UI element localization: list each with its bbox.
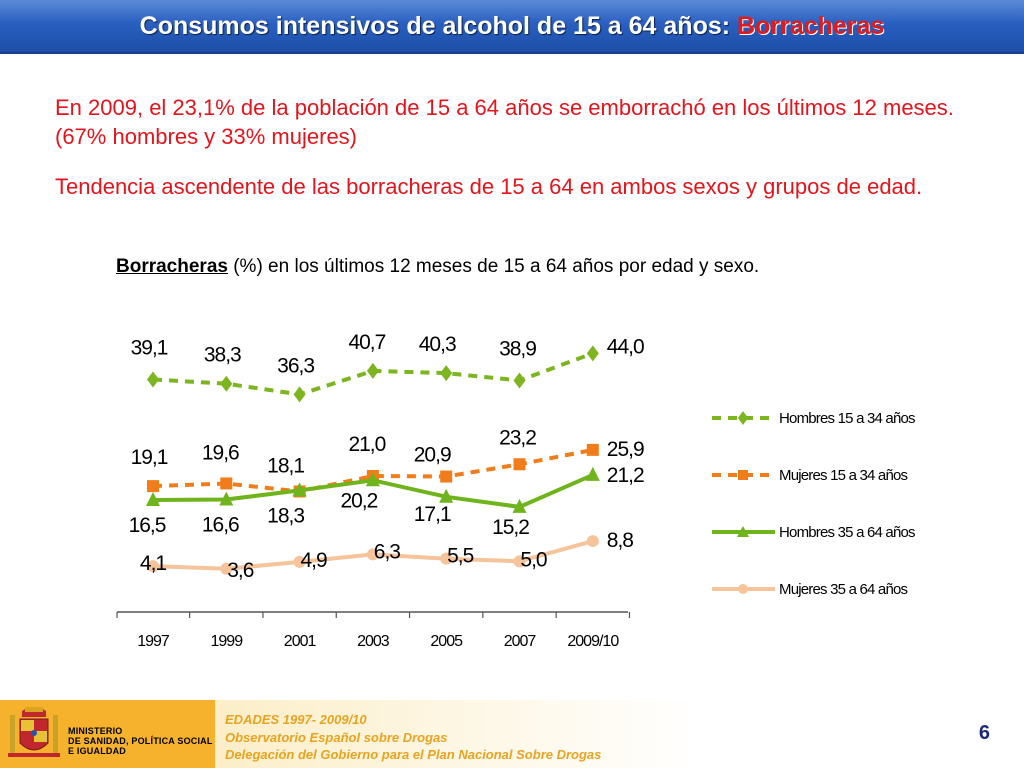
data-label-hombres-15-34: 36,3 — [277, 354, 314, 377]
data-point-hombres-35-64 — [292, 482, 307, 497]
data-point-mujeres-35-64 — [440, 552, 453, 565]
footer-delegation: Delegación del Gobierno para el Plan Nac… — [225, 747, 602, 762]
data-label-mujeres-35-64: 3,6 — [227, 559, 254, 582]
page-number: 6 — [978, 722, 990, 744]
legend-marker-mujeres-35-64 — [738, 584, 748, 594]
data-point-mujeres-35-64 — [293, 555, 306, 568]
data-point-mujeres-35-64 — [586, 535, 599, 548]
footer-band: EDADES 1997- 2009/10 Observatorio Españo… — [215, 700, 1024, 768]
data-point-hombres-15-34 — [440, 365, 453, 382]
data-label-hombres-35-64: 17,1 — [414, 503, 451, 526]
data-point-mujeres-35-64 — [147, 560, 159, 573]
data-point-hombres-15-34 — [586, 345, 599, 362]
data-label-hombres-35-64: 15,2 — [492, 516, 529, 539]
data-point-hombres-35-64 — [146, 492, 160, 506]
bullet-text-2: Tendencia ascendente de las borracheras … — [55, 174, 923, 199]
data-label-mujeres-35-64: 4,1 — [140, 552, 167, 575]
data-label-hombres-15-34: 40,3 — [419, 333, 456, 356]
legend-label-hombres-35-64: Hombres 35 a 64 años — [779, 524, 915, 541]
data-label-hombres-35-64: 21,2 — [607, 464, 644, 487]
chart-caption-strong: Borracheras — [116, 256, 228, 277]
data-point-hombres-35-64 — [365, 472, 380, 487]
footer-observatory: Observatorio Español sobre Drogas — [225, 730, 448, 745]
data-point-mujeres-15-34 — [586, 443, 599, 456]
data-point-mujeres-35-64 — [220, 562, 233, 575]
legend-marker-mujeres-15-34 — [738, 470, 748, 480]
data-point-hombres-15-34 — [147, 371, 159, 388]
legend-marker-hombres-35-64 — [737, 526, 749, 537]
data-label-mujeres-35-64: 6,3 — [374, 540, 401, 563]
bullet-text-1: En 2009, el 23,1% de la población de 15 … — [55, 95, 954, 149]
data-label-mujeres-35-64: 5,5 — [447, 545, 474, 568]
data-label-hombres-15-34: 38,3 — [204, 344, 241, 367]
data-label-hombres-35-64: 16,6 — [202, 513, 239, 536]
data-label-mujeres-35-64: 8,8 — [607, 529, 634, 552]
ministry-line-1: MINISTERIO — [68, 726, 123, 736]
data-label-mujeres-15-34: 19,6 — [202, 441, 239, 464]
data-label-mujeres-15-34: 25,9 — [607, 438, 644, 461]
x-tick-label: 2009/10 — [567, 633, 619, 650]
footer-survey: EDADES 1997- 2009/10 — [225, 712, 367, 727]
data-label-hombres-35-64: 16,5 — [129, 514, 166, 537]
data-point-hombres-35-64 — [439, 488, 454, 503]
legend-label-mujeres-15-34: Mujeres 15 a 34 años — [779, 467, 908, 484]
data-label-hombres-15-34: 39,1 — [131, 336, 168, 359]
ministry-logo: MINISTERIO DE SANIDAD, POLÍTICA SOCIAL E… — [0, 700, 215, 768]
data-label-mujeres-15-34: 20,9 — [414, 444, 451, 467]
data-label-hombres-15-34: 40,7 — [348, 331, 385, 354]
data-point-hombres-35-64 — [512, 498, 527, 513]
data-label-hombres-35-64: 20,2 — [340, 489, 377, 512]
data-label-mujeres-15-34: 21,0 — [348, 433, 385, 456]
coat-of-arms-icon — [8, 707, 60, 757]
title-highlight: Borracheras — [737, 12, 885, 40]
legend-label-hombres-15-34: Hombres 15 a 34 años — [779, 410, 915, 427]
chart-caption-rest: (%) en los últimos 12 meses de 15 a 64 a… — [227, 256, 760, 277]
x-tick-label: 2007 — [504, 633, 537, 650]
x-tick-label: 2001 — [284, 633, 317, 650]
ministry-name: MINISTERIO DE SANIDAD, POLÍTICA SOCIAL E… — [68, 726, 213, 756]
data-point-mujeres-15-34 — [220, 477, 233, 490]
slide-title: Consumos intensivos de alcohol de 15 a 6… — [0, 12, 1024, 41]
data-point-mujeres-15-34 — [513, 458, 526, 471]
data-label-mujeres-15-34: 19,1 — [131, 446, 168, 469]
data-label-mujeres-15-34: 18,1 — [267, 454, 304, 477]
chart-caption: Borracheras (%) en los últimos 12 meses … — [116, 256, 759, 278]
data-point-hombres-15-34 — [293, 386, 306, 403]
data-point-mujeres-35-64 — [513, 555, 526, 568]
line-chart: 1997 1999 2001 2003 2005 2007 2009/10 39,1 38,3 3… — [116, 331, 916, 650]
legend-label-mujeres-35-64: Mujeres 35 a 64 años — [779, 581, 908, 598]
x-tick-label: 2005 — [430, 633, 463, 650]
data-label-hombres-35-64: 18,3 — [267, 504, 304, 527]
title-bar: Consumos intensivos de alcohol de 15 a 6… — [0, 0, 1024, 54]
data-point-hombres-15-34 — [220, 375, 233, 392]
title-prefix: Consumos intensivos de alcohol de 15 a 6… — [139, 12, 738, 40]
data-point-hombres-15-34 — [513, 372, 526, 389]
data-label-mujeres-35-64: 5,0 — [520, 548, 547, 571]
data-point-mujeres-15-34 — [440, 470, 453, 483]
data-label-mujeres-15-34: 23,2 — [499, 426, 536, 449]
legend-marker-hombres-15-34 — [738, 411, 748, 425]
ministry-line-3: E IGUALDAD — [68, 746, 126, 756]
data-point-hombres-35-64 — [219, 491, 234, 506]
data-point-hombres-35-64 — [585, 466, 600, 481]
data-point-mujeres-15-34 — [147, 480, 159, 493]
data-point-hombres-15-34 — [366, 362, 379, 379]
x-tick-label: 2003 — [357, 633, 390, 650]
data-label-mujeres-35-64: 4,9 — [300, 549, 327, 572]
data-label-hombres-15-34: 38,9 — [499, 338, 536, 361]
data-label-hombres-15-34: 44,0 — [607, 335, 644, 358]
data-point-mujeres-35-64 — [366, 548, 379, 561]
ministry-line-2: DE SANIDAD, POLÍTICA SOCIAL — [68, 736, 213, 746]
x-tick-label: 1997 — [137, 633, 170, 650]
footer: MINISTERIO DE SANIDAD, POLÍTICA SOCIAL E… — [0, 700, 1024, 768]
x-tick-label: 1999 — [211, 633, 244, 650]
